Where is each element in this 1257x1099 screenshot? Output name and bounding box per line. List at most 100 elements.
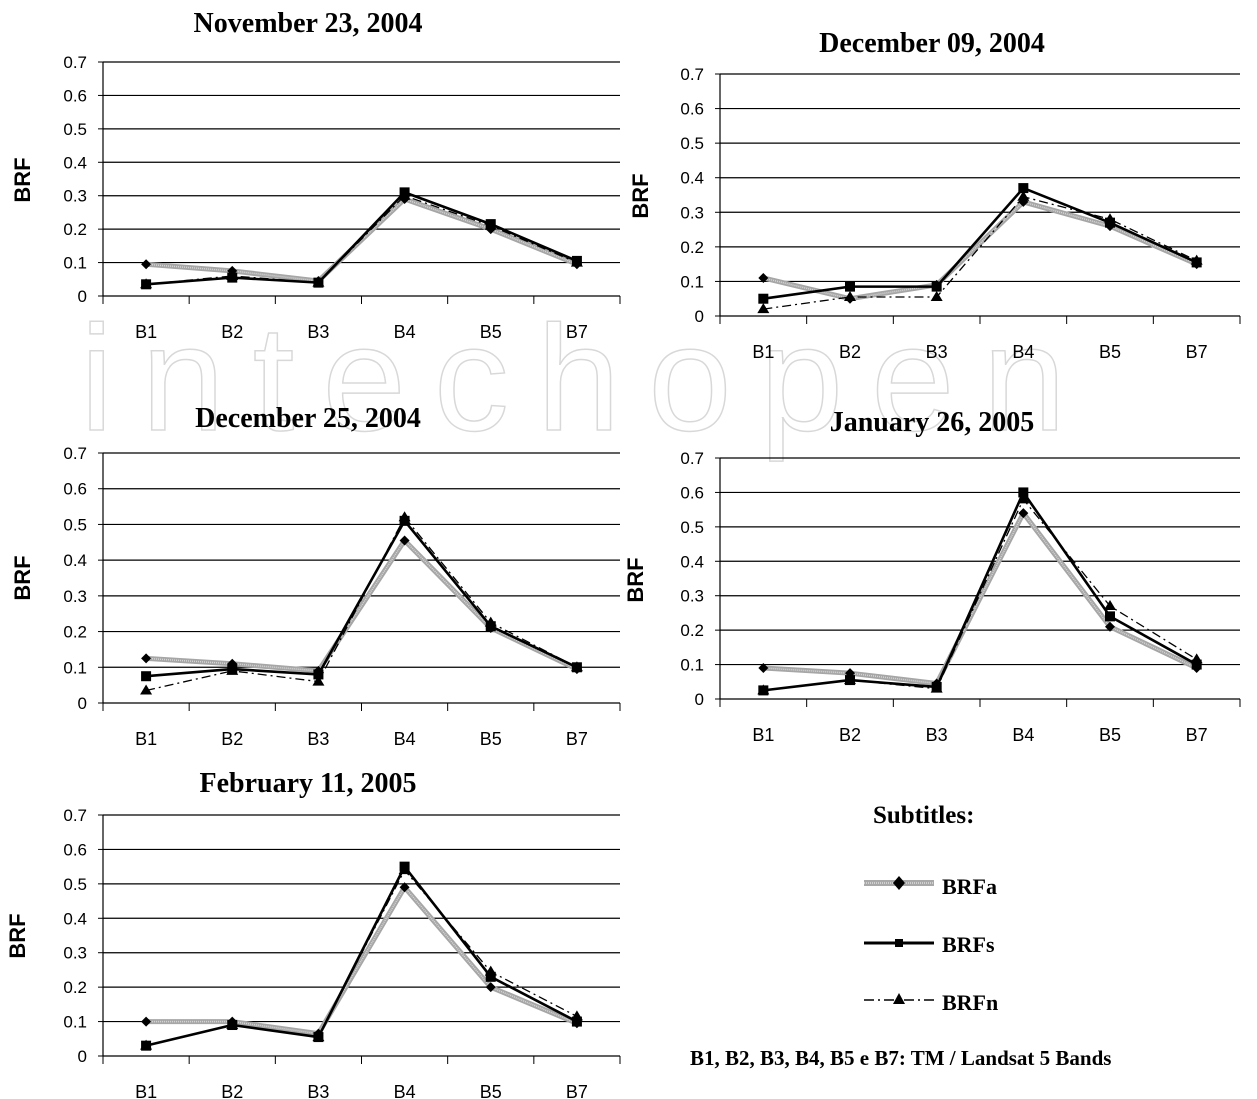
y-axis-label: BRF bbox=[10, 157, 35, 202]
y-tick-label: 0.3 bbox=[680, 203, 704, 222]
y-tick-label: 0.1 bbox=[680, 272, 704, 291]
series-line-brfn bbox=[146, 195, 578, 285]
y-tick-label: 0.1 bbox=[63, 254, 87, 273]
series-line-brfa-texture bbox=[763, 201, 1197, 300]
series-line-brfs bbox=[763, 491, 1198, 692]
data-point-brfa bbox=[758, 663, 769, 674]
y-tick-label: 0.7 bbox=[63, 53, 87, 72]
x-tick-label: B3 bbox=[307, 322, 329, 342]
data-point-brfn bbox=[398, 864, 411, 875]
legend-swatch-brfa bbox=[864, 876, 934, 890]
data-point-brfs bbox=[758, 293, 769, 304]
data-point-brfn bbox=[226, 1019, 239, 1030]
y-tick-label: 0.4 bbox=[680, 552, 704, 571]
data-point-brfn bbox=[757, 684, 770, 695]
data-point-brfa bbox=[758, 272, 769, 283]
y-tick-label: 0.3 bbox=[63, 187, 87, 206]
x-tick-label: B4 bbox=[394, 1082, 416, 1099]
y-tick-label: 0.4 bbox=[680, 169, 704, 188]
chart-title: December 09, 2004 bbox=[819, 28, 1045, 59]
x-tick-label: B2 bbox=[839, 342, 861, 362]
x-tick-label: B1 bbox=[135, 729, 157, 749]
x-tick-label: B1 bbox=[135, 322, 157, 342]
x-tick-label: B1 bbox=[752, 342, 774, 362]
x-tick-label: B3 bbox=[926, 342, 948, 362]
series-line-brfn bbox=[145, 869, 578, 1047]
x-tick-label: B2 bbox=[221, 322, 243, 342]
chart-title: February 11, 2005 bbox=[199, 768, 417, 799]
data-point-brfn bbox=[226, 664, 239, 675]
x-tick-label: B1 bbox=[752, 725, 774, 745]
series-line-brfs bbox=[763, 186, 1198, 301]
y-tick-label: 0.5 bbox=[63, 120, 87, 139]
data-point-brfs bbox=[1191, 659, 1202, 670]
series-line-brfa bbox=[763, 510, 1198, 687]
legend-title: Subtitles: bbox=[873, 802, 975, 829]
data-point-brfn bbox=[1017, 190, 1030, 201]
y-axis-label: BRF bbox=[10, 555, 35, 600]
series-line-brfn bbox=[763, 196, 1197, 310]
y-tick-label: 0.6 bbox=[680, 100, 704, 119]
x-tick-label: B5 bbox=[480, 729, 502, 749]
data-point-brfa bbox=[141, 259, 152, 270]
series-line-brfs bbox=[145, 191, 578, 286]
series-line-brfa-texture bbox=[146, 886, 578, 1035]
y-tick-label: 0.1 bbox=[680, 656, 704, 675]
legend-label-brfn: BRFn bbox=[942, 990, 999, 1015]
data-point-brfa bbox=[1018, 508, 1029, 519]
y-tick-label: 0.7 bbox=[63, 806, 87, 825]
x-tick-label: B4 bbox=[394, 729, 416, 749]
legend-swatches bbox=[864, 876, 934, 1004]
x-tick-label: B7 bbox=[1186, 725, 1208, 745]
series-line-brfn bbox=[763, 498, 1198, 692]
y-tick-label: 0.2 bbox=[63, 623, 87, 642]
series-line-brfa-texture bbox=[763, 511, 1197, 685]
y-axis-label: BRF bbox=[5, 913, 30, 958]
x-tick-label: B2 bbox=[221, 729, 243, 749]
x-tick-label: B3 bbox=[307, 729, 329, 749]
legend-swatch-brfs bbox=[864, 939, 934, 947]
series-line-brfs bbox=[145, 519, 578, 678]
data-point-brfn bbox=[570, 1010, 583, 1021]
y-tick-label: 0.4 bbox=[63, 153, 87, 172]
y-tick-label: 0.6 bbox=[63, 86, 87, 105]
bands-note: B1, B2, B3, B4, B5 e B7: TM / Landsat 5 … bbox=[690, 1046, 1112, 1070]
chart-title: November 23, 2004 bbox=[193, 8, 423, 39]
data-point-brfn bbox=[484, 616, 497, 627]
y-tick-label: 0.7 bbox=[680, 449, 704, 468]
data-point-brfn bbox=[398, 511, 411, 522]
data-point-brfn bbox=[1190, 254, 1203, 265]
y-axis-label: BRF bbox=[623, 557, 648, 602]
x-tick-label: B1 bbox=[135, 1082, 157, 1099]
legend-swatch-brfn bbox=[864, 993, 934, 1004]
data-point-brfn bbox=[757, 303, 770, 314]
legend-label-brfs: BRFs bbox=[942, 932, 995, 957]
y-tick-label: 0.5 bbox=[63, 515, 87, 534]
series-line-brfa-texture bbox=[146, 539, 578, 672]
data-point-brfs bbox=[931, 281, 942, 292]
y-tick-label: 0.1 bbox=[63, 658, 87, 677]
y-tick-label: 0.6 bbox=[680, 483, 704, 502]
data-point-brfn bbox=[930, 290, 943, 301]
data-point-brfn bbox=[312, 276, 325, 287]
data-point-brfn bbox=[1104, 213, 1116, 224]
x-tick-label: B4 bbox=[1012, 342, 1034, 362]
x-tick-label: B4 bbox=[1012, 725, 1034, 745]
y-tick-label: 0.3 bbox=[680, 587, 704, 606]
y-tick-label: 0.7 bbox=[63, 444, 87, 463]
y-tick-label: 0 bbox=[695, 307, 704, 326]
x-tick-label: B5 bbox=[1099, 342, 1121, 362]
data-point-brfn bbox=[140, 684, 153, 695]
data-point-brfn bbox=[312, 1031, 325, 1042]
y-tick-label: 0.6 bbox=[63, 840, 87, 859]
data-point-brfn bbox=[1190, 653, 1203, 664]
y-tick-label: 0.2 bbox=[63, 220, 87, 239]
series-line-brfs bbox=[145, 865, 578, 1047]
series-line-brfa bbox=[762, 199, 1198, 302]
x-tick-label: B5 bbox=[1099, 725, 1121, 745]
chart-title: December 25, 2004 bbox=[195, 403, 421, 434]
data-point-brfn bbox=[844, 674, 856, 685]
data-point-brfn bbox=[140, 1039, 153, 1050]
data-point-brfs bbox=[845, 281, 855, 292]
y-tick-label: 0.4 bbox=[63, 909, 87, 928]
